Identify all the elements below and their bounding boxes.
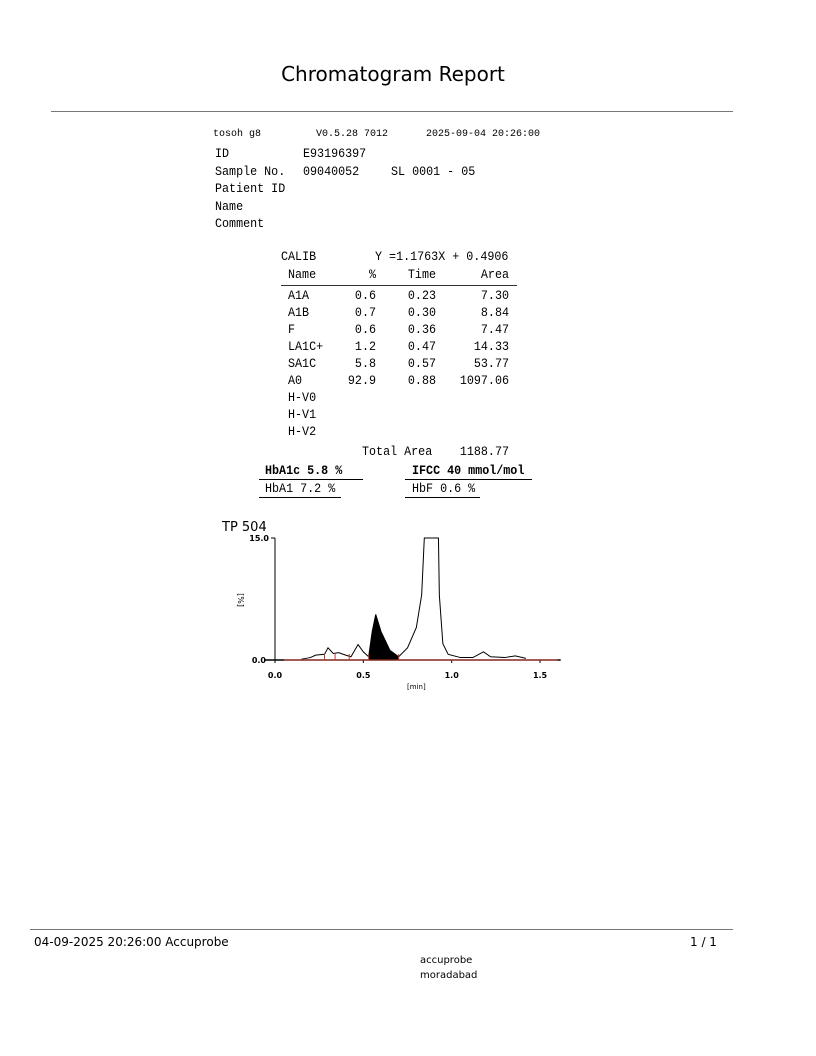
software-version: V0.5.28 7012 — [316, 129, 389, 140]
field-label: Sample No. — [215, 163, 286, 179]
row-name: H-V1 — [288, 407, 317, 422]
x-axis-label: [min] — [407, 683, 426, 691]
x-tick-label: 0.5 — [356, 671, 371, 680]
row-name: A1B — [288, 305, 310, 320]
total-area-label: Total Area — [362, 444, 433, 459]
row-name: H-V2 — [288, 424, 317, 439]
row-value: 0.6 — [354, 322, 376, 337]
column-header: Area — [480, 267, 509, 282]
x-tick-label: 1.0 — [445, 671, 460, 680]
row-name: A1A — [288, 288, 310, 303]
row-name: SA1C — [288, 356, 317, 371]
footer-lab-city: moradabad — [420, 970, 478, 981]
field-label: Name — [215, 198, 244, 214]
row-value: 0.30 — [407, 305, 436, 320]
hba1-result: HbA1 7.2 % — [265, 481, 336, 496]
instrument-name: tosoh g8 — [213, 129, 262, 140]
page-title: Chromatogram Report — [281, 62, 505, 86]
column-header: Time — [407, 267, 436, 282]
row-value: 1.2 — [354, 339, 376, 354]
table-header-rule — [281, 285, 517, 286]
page-number: 1 / 1 — [690, 935, 717, 949]
row-value: 0.7 — [354, 305, 376, 320]
run-datetime: 2025-09-04 20:26:00 — [426, 129, 541, 140]
hbf-result: HbF 0.6 % — [412, 481, 476, 496]
column-header: % — [368, 267, 376, 282]
chart-title: TP 504 — [221, 520, 267, 535]
field-label: Patient ID — [215, 181, 286, 196]
footer-lab-name: accuprobe — [420, 955, 473, 966]
row-name: LA1C+ — [288, 339, 324, 354]
hba1c-underline — [259, 479, 363, 480]
row-name: A0 — [288, 373, 303, 388]
field-value: E93196397 — [303, 146, 367, 161]
row-value: 53.77 — [473, 356, 509, 371]
footer-datetime-lab: 04-09-2025 20:26:00 Accuprobe — [34, 935, 229, 949]
row-value: 92.9 — [347, 373, 376, 388]
hba1c-result: HbA1c 5.8 % — [265, 463, 343, 478]
field-value: 09040052 — [303, 163, 360, 179]
row-value: 7.30 — [480, 288, 509, 303]
row-value: 0.36 — [407, 322, 436, 337]
row-value: 7.47 — [480, 322, 509, 337]
field-label: ID — [215, 146, 230, 161]
row-value: 0.88 — [407, 373, 436, 388]
row-name: H-V0 — [288, 390, 317, 405]
row-value: 5.8 — [354, 356, 376, 371]
row-name: F — [288, 322, 296, 337]
chromatogram-trace — [301, 537, 527, 660]
row-value: 0.23 — [407, 288, 436, 303]
hba1-underline — [259, 497, 341, 498]
field-label: Comment — [215, 216, 265, 231]
calib-equation: Y =1.1763X + 0.4906 — [375, 249, 509, 264]
y-axis-label: [%] — [236, 593, 245, 607]
ifcc-result: IFCC 40 mmol/mol — [412, 463, 525, 478]
column-header: Name — [288, 267, 317, 282]
row-value: 1097.06 — [459, 373, 509, 388]
calib-label: CALIB — [281, 249, 317, 264]
header-divider — [51, 111, 733, 112]
row-value: 8.84 — [480, 305, 509, 320]
total-area-value: 1188.77 — [459, 444, 509, 459]
hbf-underline — [405, 497, 480, 498]
row-value: 0.6 — [354, 288, 376, 303]
row-value: 14.33 — [473, 339, 509, 354]
y-tick-label: 0.0 — [252, 656, 267, 665]
field-extra: SL 0001 - 05 — [391, 163, 476, 179]
footer-divider — [30, 929, 733, 930]
ifcc-underline — [405, 479, 532, 480]
row-value: 0.47 — [407, 339, 436, 354]
x-tick-label: 1.5 — [533, 671, 548, 680]
y-tick-label: 15.0 — [249, 534, 269, 543]
row-value: 0.57 — [407, 356, 436, 371]
x-tick-label: 0.0 — [268, 671, 283, 680]
